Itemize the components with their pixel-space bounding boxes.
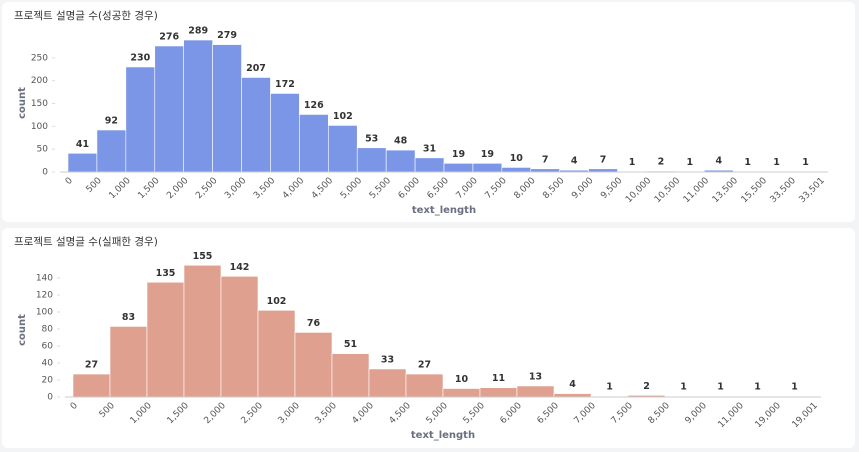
- value-label: 4: [569, 379, 576, 390]
- value-label: 48: [394, 136, 408, 147]
- value-label: 92: [105, 115, 118, 126]
- bar: [257, 309, 296, 398]
- bar: [183, 39, 213, 173]
- value-label: 1: [744, 157, 751, 168]
- bar: [443, 163, 474, 173]
- bar: [146, 281, 185, 398]
- value-label: 155: [193, 251, 213, 262]
- value-label: 33: [381, 354, 394, 365]
- bar: [442, 388, 481, 398]
- bar: [294, 332, 333, 398]
- y-tick-label: 100: [36, 308, 53, 318]
- value-label: 13: [529, 371, 542, 382]
- y-tick-label: 80: [42, 325, 54, 335]
- value-label: 10: [510, 153, 524, 164]
- y-tick-label: 120: [36, 291, 53, 301]
- y-axis-title: count: [17, 314, 28, 346]
- bar: [270, 93, 300, 173]
- bar: [96, 129, 127, 173]
- bar: [553, 393, 592, 398]
- value-label: 19: [452, 149, 465, 160]
- bar: [241, 77, 271, 173]
- value-label: 102: [267, 296, 287, 307]
- value-label: 1: [791, 382, 798, 393]
- bar: [220, 275, 259, 398]
- y-tick-label: 0: [42, 168, 48, 178]
- bar: [405, 373, 444, 398]
- bar: [125, 66, 156, 173]
- y-tick-label: 50: [37, 145, 49, 155]
- bar: [501, 167, 532, 173]
- bar: [356, 147, 387, 173]
- bar: [479, 387, 518, 398]
- value-label: 53: [365, 133, 378, 144]
- value-label: 11: [492, 373, 505, 384]
- value-label: 4: [571, 156, 578, 167]
- value-label: 135: [156, 268, 176, 279]
- bar: [516, 385, 555, 398]
- value-label: 51: [344, 339, 357, 350]
- x-axis-title: text_length: [412, 205, 476, 216]
- bar: [328, 125, 358, 173]
- value-label: 207: [246, 63, 266, 74]
- value-label: 19: [481, 149, 494, 160]
- y-tick-label: 200: [31, 76, 48, 86]
- value-label: 126: [304, 100, 324, 111]
- x-axis-title: text_length: [411, 430, 475, 441]
- bar: [331, 353, 370, 398]
- bar: [472, 163, 503, 173]
- y-tick-label: 60: [42, 342, 54, 352]
- value-label: 2: [643, 381, 650, 392]
- y-tick-label: 0: [47, 393, 53, 403]
- value-label: 276: [159, 31, 179, 42]
- bar: [212, 44, 242, 173]
- value-label: 76: [307, 318, 321, 329]
- value-label: 31: [423, 143, 436, 154]
- y-tick-label: 100: [31, 122, 48, 132]
- y-tick-label: 250: [31, 53, 48, 63]
- bar: [368, 368, 407, 398]
- bar: [154, 45, 184, 173]
- bar: [385, 149, 416, 173]
- value-label: 27: [85, 360, 98, 371]
- value-label: 172: [275, 79, 295, 90]
- value-label: 10: [455, 374, 469, 385]
- bar: [299, 114, 329, 173]
- x-tick-label: 0: [64, 176, 75, 187]
- bar: [72, 373, 111, 398]
- value-label: 7: [600, 154, 607, 165]
- value-label: 279: [217, 30, 237, 41]
- value-label: 83: [122, 312, 135, 323]
- value-label: 230: [130, 52, 150, 63]
- value-label: 1: [754, 382, 761, 393]
- value-label: 289: [188, 26, 208, 37]
- y-axis-title: count: [17, 87, 28, 119]
- bar: [109, 326, 148, 398]
- y-tick-label: 40: [42, 359, 54, 369]
- bar: [67, 152, 98, 173]
- chart-title: 프로젝트 설명글 수(실패한 경우): [14, 235, 158, 248]
- value-label: 27: [418, 360, 431, 371]
- chart-title: 프로젝트 설명글 수(성공한 경우): [14, 9, 158, 22]
- value-label: 4: [715, 156, 722, 167]
- bar: [414, 157, 445, 173]
- value-label: 142: [230, 262, 250, 273]
- x-tick-label: 0: [69, 401, 80, 412]
- value-label: 1: [802, 157, 809, 168]
- value-label: 1: [687, 157, 694, 168]
- value-label: 41: [76, 139, 89, 150]
- value-label: 1: [629, 157, 636, 168]
- y-tick-label: 20: [42, 376, 54, 386]
- bar: [183, 264, 222, 398]
- value-label: 1: [680, 382, 687, 393]
- value-label: 1: [717, 382, 724, 393]
- value-label: 2: [658, 157, 665, 168]
- value-label: 1: [606, 382, 613, 393]
- y-tick-label: 140: [36, 274, 53, 284]
- value-label: 7: [542, 154, 549, 165]
- value-label: 102: [333, 111, 353, 122]
- value-label: 1: [773, 157, 780, 168]
- y-tick-label: 150: [31, 99, 48, 109]
